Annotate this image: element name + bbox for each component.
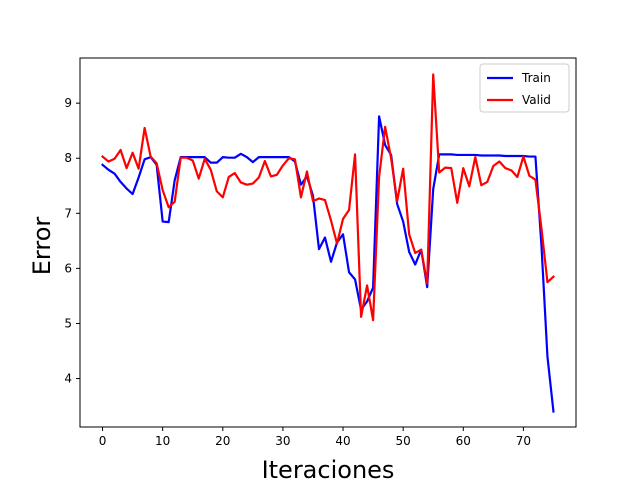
x-tick-label: 0 bbox=[99, 434, 107, 448]
x-tick-label: 70 bbox=[516, 434, 531, 448]
y-tick-label: 5 bbox=[64, 316, 72, 330]
legend-label-valid: Valid bbox=[522, 93, 551, 107]
x-axis-title: Iteraciones bbox=[262, 456, 395, 480]
y-tick-label: 9 bbox=[64, 96, 72, 110]
x-tick-label: 10 bbox=[155, 434, 170, 448]
x-tick-label: 20 bbox=[215, 434, 230, 448]
series-line-train bbox=[101, 115, 555, 413]
plot-frame bbox=[79, 57, 577, 428]
y-tick-label: 8 bbox=[64, 151, 72, 165]
y-tick-label: 7 bbox=[64, 206, 72, 220]
x-tick-label: 40 bbox=[335, 434, 350, 448]
legend-label-train: Train bbox=[521, 71, 551, 85]
y-axis-title: Error bbox=[28, 217, 56, 276]
y-tick-label: 6 bbox=[64, 261, 72, 275]
plot-area bbox=[101, 73, 556, 413]
y-tick-label: 4 bbox=[64, 372, 72, 386]
x-tick-label: 30 bbox=[275, 434, 290, 448]
series-line-valid bbox=[101, 73, 556, 322]
x-tick-label: 50 bbox=[396, 434, 411, 448]
legend: Train Valid bbox=[479, 63, 570, 113]
axes: 0 10 20 30 40 50 60 70 4 5 6 7 8 9 bbox=[64, 57, 577, 448]
x-tick-label: 60 bbox=[456, 434, 471, 448]
